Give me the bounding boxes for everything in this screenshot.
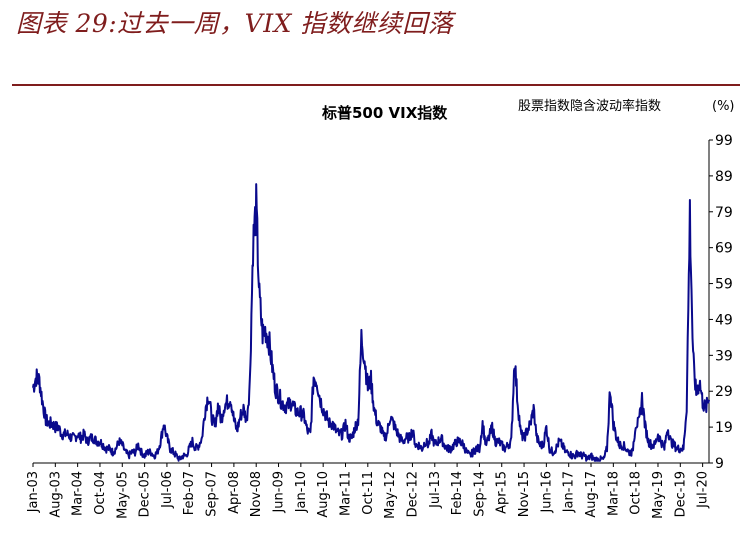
x-tick-label: Jul-13 bbox=[428, 471, 443, 509]
x-tick-label: Mar-04 bbox=[71, 471, 86, 516]
chart-title: 标普500 VIX指数 bbox=[321, 104, 448, 122]
y-tick-label: 89 bbox=[715, 169, 733, 185]
y-axis-label: 股票指数隐含波动率指数 bbox=[518, 98, 661, 114]
x-tick-label: Nov-08 bbox=[249, 471, 264, 517]
y-axis-unit: (%) bbox=[712, 99, 735, 114]
x-tick-label: May-19 bbox=[651, 471, 666, 519]
x-tick-label: Dec-12 bbox=[405, 471, 420, 517]
y-tick-label: 69 bbox=[715, 241, 733, 257]
x-tick-label: Jun-16 bbox=[539, 471, 554, 514]
y-tick-label: 39 bbox=[715, 348, 733, 364]
x-tick-label: Apr-15 bbox=[495, 471, 510, 514]
y-tick-label: 79 bbox=[715, 205, 733, 221]
x-tick-label: Dec-05 bbox=[138, 471, 153, 517]
y-tick-label: 19 bbox=[715, 420, 733, 436]
y-tick-label: 49 bbox=[715, 312, 733, 328]
x-tick-label: Oct-04 bbox=[93, 471, 108, 515]
x-tick-label: Jul-06 bbox=[160, 471, 175, 509]
x-tick-label: Apr-08 bbox=[227, 471, 242, 514]
x-tick-label: May-12 bbox=[383, 471, 398, 519]
axes: 9 19 29 39 49 59 69 79 89 99 Jan-03 Aug-03 Mar-04 Oct… bbox=[26, 133, 733, 519]
y-tick-label: 29 bbox=[715, 384, 733, 400]
x-tick-label: Sep-14 bbox=[472, 471, 487, 517]
figure-title: 图表 29:过去一周，VIX 指数继续回落 bbox=[16, 9, 454, 38]
x-tick-label: Mar-18 bbox=[606, 471, 621, 516]
x-tick-label: Oct-18 bbox=[629, 471, 644, 515]
x-tick-label: May-05 bbox=[115, 471, 130, 519]
x-tick-label: Jul-20 bbox=[696, 471, 711, 509]
x-tick-label: Aug-10 bbox=[316, 471, 331, 518]
vix-series-line bbox=[32, 183, 710, 462]
x-tick-label: Feb-14 bbox=[450, 471, 465, 515]
x-tick-label: Dec-19 bbox=[673, 471, 688, 517]
x-tick-label: Aug-17 bbox=[584, 471, 599, 518]
title-divider bbox=[12, 84, 740, 86]
x-tick-label: Jun-09 bbox=[272, 471, 287, 514]
x-tick-label: Sep-07 bbox=[205, 471, 220, 517]
y-tick-label: 99 bbox=[715, 133, 733, 149]
y-tick-label: 9 bbox=[715, 456, 724, 472]
x-tick-label: Jan-17 bbox=[562, 471, 577, 513]
x-tick-label: Feb-07 bbox=[182, 471, 197, 515]
x-tick-label: Oct-11 bbox=[361, 471, 376, 515]
x-tick-label: Aug-03 bbox=[48, 471, 63, 518]
x-tick-label: Mar-11 bbox=[338, 471, 353, 516]
y-tick-label: 59 bbox=[715, 277, 733, 293]
x-tick-label: Jan-03 bbox=[26, 471, 41, 513]
x-tick-label: Jan-10 bbox=[294, 471, 309, 513]
x-tick-label: Nov-15 bbox=[517, 471, 532, 517]
plot-area bbox=[32, 183, 710, 462]
